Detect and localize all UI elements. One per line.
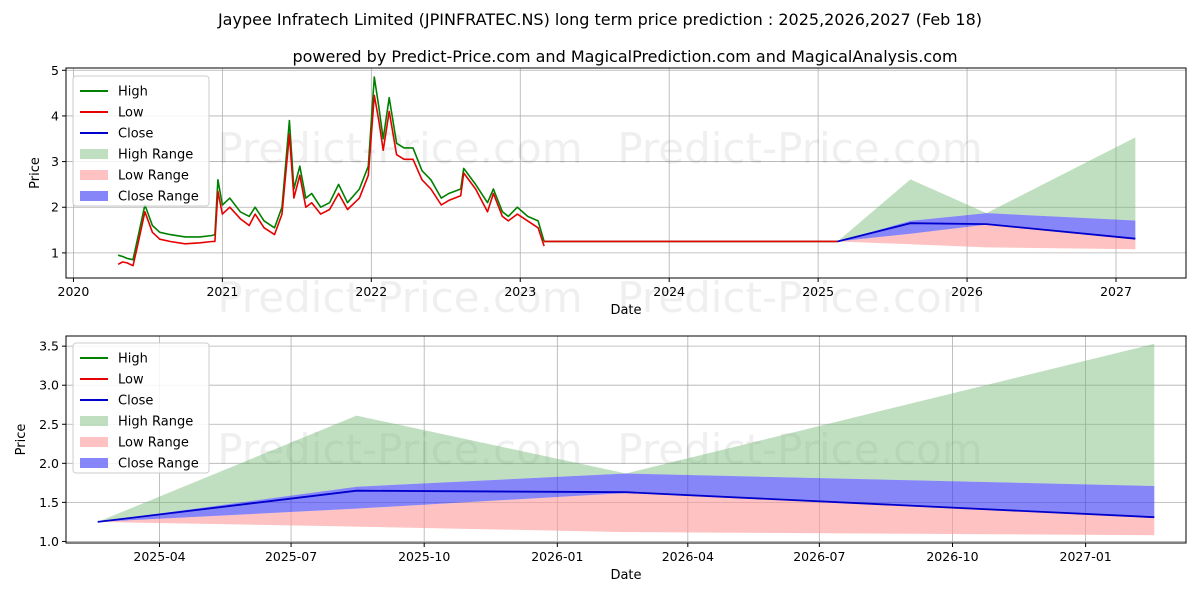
x-tick-label: 2025 xyxy=(802,284,834,299)
close-range-area xyxy=(97,473,1155,522)
watermark-text: Predict-Price.com xyxy=(617,425,982,474)
low-range-area xyxy=(837,224,1136,250)
high-range-area xyxy=(97,343,1155,522)
y-tick-label: 2 xyxy=(51,200,59,215)
close-series-line xyxy=(837,222,1136,243)
x-tick-label: 2025-10 xyxy=(398,549,450,564)
legend-high-label: High xyxy=(118,85,148,100)
legend-high-label: High xyxy=(118,352,148,367)
legend-close-range-label: Close Range xyxy=(118,190,199,205)
watermark-text: Predict-Price.com xyxy=(617,124,982,173)
y-tick-label: 2.5 xyxy=(39,417,59,432)
legend: High Low Close High Range Low Range Close Ran… xyxy=(72,342,210,474)
y-tick-label: 5 xyxy=(51,63,59,78)
bottom-chart-panel: Predict-Price.com Predict-Price.com 2025-0… xyxy=(14,335,1187,583)
x-axis-label: Date xyxy=(610,303,641,318)
chart-title: Jaypee Infratech Limited (JPINFRATEC.NS)… xyxy=(217,10,982,29)
axes-frame xyxy=(65,67,1187,279)
x-tick-label: 2026-04 xyxy=(662,549,714,564)
x-tick-label: 2026-07 xyxy=(793,549,845,564)
x-tick-label: 2027 xyxy=(1100,284,1132,299)
legend-high-range-swatch xyxy=(80,416,108,426)
legend-low-range-swatch xyxy=(80,437,108,447)
close-range-area xyxy=(837,213,1136,242)
chart-subtitle: powered by Predict-Price.com and Magical… xyxy=(292,47,957,66)
close-series-line xyxy=(97,489,1155,523)
y-tick-label: 1.5 xyxy=(39,495,59,510)
axes-frame xyxy=(65,335,1187,544)
top-chart-panel: Predict-Price.com Predict-Price.com Predic… xyxy=(28,63,1187,322)
watermark-text: Predict-Price.com xyxy=(217,273,582,322)
legend: High Low Close High Range Low Range Close Ran… xyxy=(72,75,210,207)
low-series-line xyxy=(117,94,545,267)
legend-close-range-swatch xyxy=(80,191,108,201)
x-tick-label: 2026-01 xyxy=(531,549,583,564)
legend-high-range-label: High Range xyxy=(118,415,193,430)
x-tick-label: 2027-01 xyxy=(1060,549,1112,564)
watermark-text: Predict-Price.com xyxy=(217,124,582,173)
high-range-area xyxy=(837,137,1136,242)
legend-low-label: Low xyxy=(118,106,144,121)
y-axis-label: Price xyxy=(28,157,43,189)
x-tick-label: 2025-04 xyxy=(133,549,185,564)
legend-close-range-swatch xyxy=(80,458,108,468)
y-tick-label: 3.5 xyxy=(39,339,59,354)
y-tick-label: 3.0 xyxy=(39,378,59,393)
x-tick-label: 2025-07 xyxy=(265,549,317,564)
legend-low-range-swatch xyxy=(80,170,108,180)
x-axis-label: Date xyxy=(610,568,641,583)
x-tick-label: 2022 xyxy=(355,284,387,299)
watermark-text: Predict-Price.com xyxy=(617,273,982,322)
watermark-text: Predict-Price.com xyxy=(217,425,582,474)
legend-high-range-swatch xyxy=(80,149,108,159)
x-tick-label: 2023 xyxy=(504,284,536,299)
x-tick-label: 2020 xyxy=(58,284,90,299)
y-tick-label: 3 xyxy=(51,154,59,169)
y-axis-label: Price xyxy=(14,424,29,456)
low-range-area xyxy=(97,493,1155,536)
legend-close-label: Close xyxy=(118,394,153,409)
plot-area xyxy=(97,343,1155,536)
x-tick-label: 2021 xyxy=(206,284,238,299)
legend-low-range-label: Low Range xyxy=(118,169,189,184)
legend-low-label: Low xyxy=(118,373,144,388)
high-series-line xyxy=(117,76,545,261)
legend-high-range-label: High Range xyxy=(118,148,193,163)
y-tick-label: 1 xyxy=(51,245,59,260)
plot-area xyxy=(117,76,1136,267)
legend-close-label: Close xyxy=(118,127,153,142)
x-tick-label: 2024 xyxy=(653,284,685,299)
y-tick-label: 4 xyxy=(51,108,59,123)
y-tick-label: 2.0 xyxy=(39,456,59,471)
legend-low-range-label: Low Range xyxy=(118,436,189,451)
legend-close-range-label: Close Range xyxy=(118,457,199,472)
x-tick-label: 2026 xyxy=(951,284,983,299)
x-tick-label: 2026-10 xyxy=(926,549,978,564)
y-tick-label: 1.0 xyxy=(39,534,59,549)
